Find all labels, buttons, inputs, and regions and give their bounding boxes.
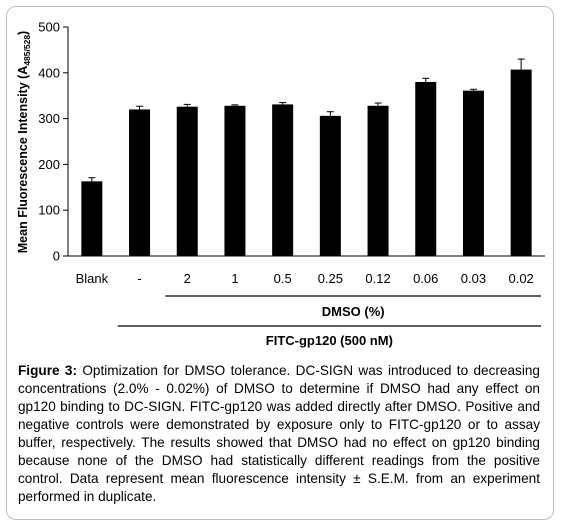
bar bbox=[176, 106, 198, 256]
bar bbox=[415, 81, 437, 257]
bar bbox=[510, 69, 532, 257]
figure-container bbox=[6, 6, 554, 520]
group-brackets: DMSO (%) FITC-gp120 (500 nM) bbox=[117, 295, 541, 348]
bar bbox=[224, 105, 246, 256]
x-tick-label: 0.06 bbox=[413, 271, 438, 286]
y-tick-label: 100 bbox=[38, 203, 60, 218]
caption-label: Figure 3: bbox=[18, 363, 77, 378]
x-tick-label: 2 bbox=[184, 271, 191, 286]
y-tick-label: 0 bbox=[53, 249, 60, 264]
y-tick-label: 400 bbox=[38, 65, 60, 80]
y-axis-label: Mean Fluorescence Intensity (A485/528) bbox=[16, 31, 32, 253]
x-tick-label: Blank bbox=[76, 271, 109, 286]
x-tick-label: 0.02 bbox=[508, 271, 533, 286]
y-tick-label: 300 bbox=[38, 111, 60, 126]
y-axis-label-sub: 485/528 bbox=[22, 35, 32, 66]
bar bbox=[272, 104, 294, 256]
bar bbox=[462, 90, 484, 256]
y-axis-label-main: Mean Fluorescence Intensity (A bbox=[16, 66, 30, 254]
figure-caption: Figure 3: Optimization for DMSO toleranc… bbox=[18, 362, 540, 506]
group-label: DMSO (%) bbox=[322, 304, 385, 319]
x-tick-label: 1 bbox=[231, 271, 238, 286]
y-axis-label-close: ) bbox=[16, 31, 30, 35]
bar bbox=[81, 181, 103, 256]
bar-chart: 0 100 200 300 400 500 Blank - 2 1 0.5 0.25 0.12 0.06… bbox=[16, 20, 545, 348]
caption-text: Optimization for DMSO tolerance. DC-SIGN… bbox=[18, 363, 540, 504]
y-tick-label: 500 bbox=[38, 20, 60, 35]
bar bbox=[319, 115, 341, 257]
y-tick-label: 200 bbox=[38, 157, 60, 172]
group-label: FITC-gp120 (500 nM) bbox=[266, 333, 393, 348]
bar bbox=[129, 109, 151, 256]
x-tick-label: 0.25 bbox=[318, 271, 343, 286]
x-tick-label: 0.12 bbox=[365, 271, 390, 286]
bars bbox=[81, 58, 532, 257]
x-tick-labels: Blank - 2 1 0.5 0.25 0.12 0.06 0.03 0.02 bbox=[76, 271, 534, 286]
bar bbox=[367, 105, 389, 256]
x-tick-label: 0.5 bbox=[274, 271, 292, 286]
x-tick-label: 0.03 bbox=[461, 271, 486, 286]
x-tick-label: - bbox=[137, 271, 141, 286]
